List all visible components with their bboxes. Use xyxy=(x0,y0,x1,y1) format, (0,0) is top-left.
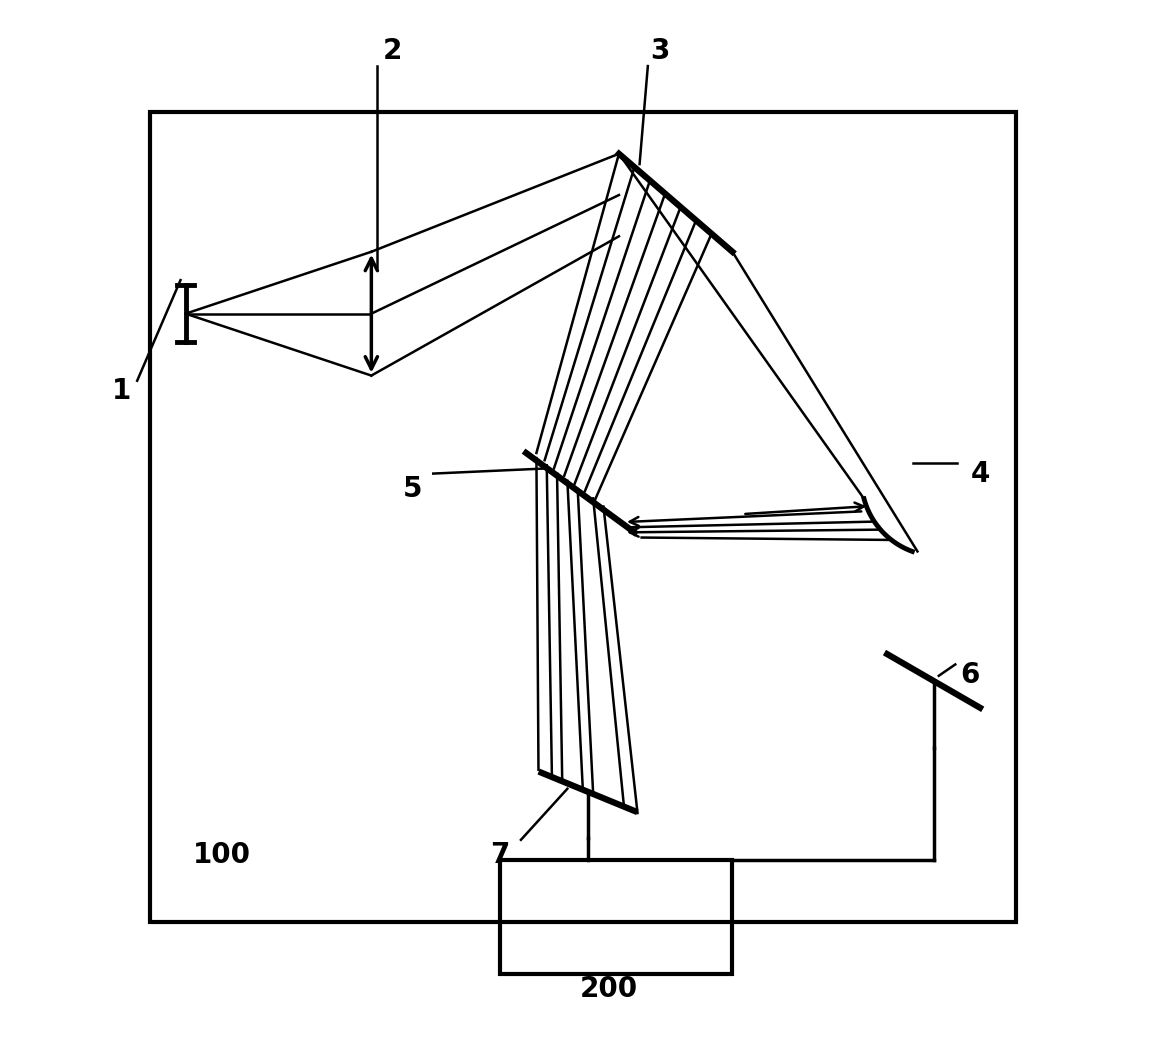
Text: 6: 6 xyxy=(960,660,980,688)
Text: 3: 3 xyxy=(650,36,670,64)
Text: 5: 5 xyxy=(403,475,422,503)
Text: 4: 4 xyxy=(970,460,990,488)
Bar xyxy=(149,112,1016,922)
Bar xyxy=(500,860,733,973)
Text: 200: 200 xyxy=(580,976,637,1004)
Text: 7: 7 xyxy=(490,841,510,869)
Text: 2: 2 xyxy=(382,36,402,64)
Text: 1: 1 xyxy=(112,378,132,405)
Text: 100: 100 xyxy=(193,841,250,869)
